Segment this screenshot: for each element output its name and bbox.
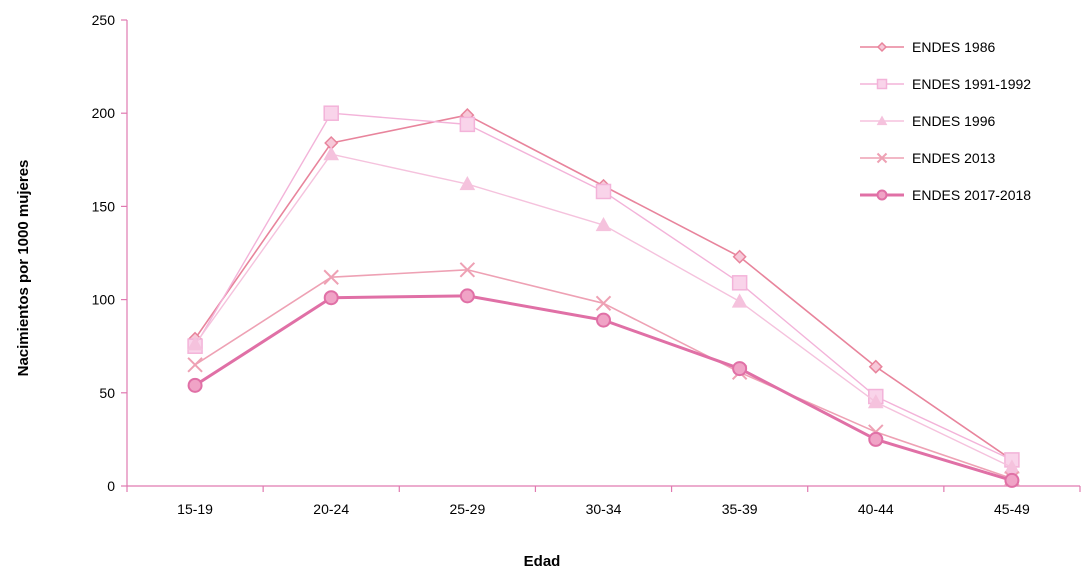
data-point xyxy=(868,431,884,447)
x-axis-title: Edad xyxy=(524,553,561,570)
data-point xyxy=(868,359,883,374)
data-point xyxy=(459,116,476,133)
x-tick-label: 45-49 xyxy=(994,501,1030,517)
data-point xyxy=(731,275,748,291)
x-tick-label: 15-19 xyxy=(177,501,213,517)
x-tick-label: 20-24 xyxy=(313,501,349,517)
legend-marker xyxy=(876,115,888,126)
marker-stroke xyxy=(187,357,203,373)
marker-stroke xyxy=(459,262,476,278)
series-line xyxy=(194,268,1013,480)
data-point xyxy=(323,290,339,306)
data-point xyxy=(595,217,612,232)
y-tick-label: 50 xyxy=(99,385,115,401)
legend-marker xyxy=(876,78,888,90)
series-4 xyxy=(187,262,1020,487)
data-point xyxy=(323,269,339,285)
legend-marker xyxy=(876,41,888,53)
data-point xyxy=(323,146,340,161)
y-tick-label: 250 xyxy=(92,12,116,28)
legend-entry: ENDES 1991-1992 xyxy=(860,76,1031,92)
data-point xyxy=(1004,472,1020,488)
legend: ENDES 1986 ENDES 1991-1992 ENDES 1996 ENDES… xyxy=(860,39,1031,203)
series-5 xyxy=(187,288,1020,488)
data-point xyxy=(187,357,203,373)
y-tick-label: 0 xyxy=(107,478,115,494)
series-line xyxy=(194,153,1013,468)
data-point xyxy=(867,394,884,409)
y-tick-label: 200 xyxy=(92,105,116,121)
data-point xyxy=(731,293,748,308)
y-axis-title: Nacimientos por 1000 mujeres xyxy=(15,160,32,377)
series-3 xyxy=(187,146,1020,474)
data-point xyxy=(732,361,748,377)
y-tick-label: 150 xyxy=(92,198,116,214)
legend-entry: ENDES 2013 xyxy=(860,150,995,166)
legend-marker xyxy=(876,152,888,164)
series-layer xyxy=(187,105,1020,488)
series-1 xyxy=(188,108,1019,467)
data-point xyxy=(459,176,476,191)
y-tick-label: 100 xyxy=(92,292,116,308)
marker-stroke xyxy=(595,295,612,312)
series-2 xyxy=(187,105,1020,468)
legend-entry: ENDES 2017-2018 xyxy=(860,187,1031,203)
legend-label: ENDES 1996 xyxy=(912,113,995,129)
data-point xyxy=(732,249,747,264)
x-tick-label: 25-29 xyxy=(449,501,485,517)
x-tick-label: 35-39 xyxy=(722,501,758,517)
data-point xyxy=(596,312,611,328)
data-point xyxy=(323,105,339,121)
legend-label: ENDES 2013 xyxy=(912,150,995,166)
x-tick-label: 40-44 xyxy=(858,501,894,517)
legend-label: ENDES 1991-1992 xyxy=(912,76,1031,92)
legend-entry: ENDES 1996 xyxy=(860,113,995,129)
data-point xyxy=(459,262,476,278)
marker-stroke xyxy=(876,152,888,164)
data-point xyxy=(187,336,203,351)
legend-entry: ENDES 1986 xyxy=(860,39,995,55)
legend-label: ENDES 1986 xyxy=(912,39,995,55)
legend-marker xyxy=(876,189,888,201)
legend-label: ENDES 2017-2018 xyxy=(912,187,1031,203)
data-point xyxy=(595,183,612,200)
data-point xyxy=(187,377,203,393)
data-point xyxy=(459,288,475,304)
axes: 0 50 100 150 200 250 15-19 20-24 25-29 30-34 35-39… xyxy=(92,12,1081,517)
marker-stroke xyxy=(323,269,339,285)
data-point xyxy=(595,295,612,312)
x-tick-label: 30-34 xyxy=(586,501,622,517)
